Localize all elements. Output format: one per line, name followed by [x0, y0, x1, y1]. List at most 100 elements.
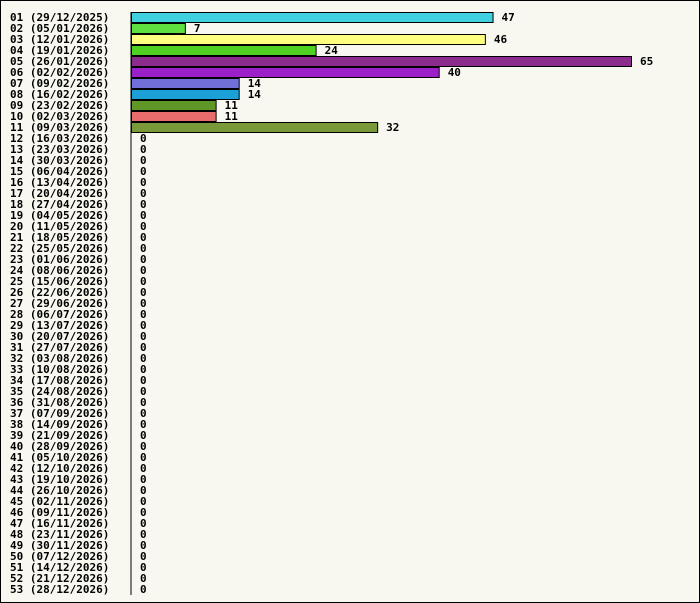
category-label: 18 (27/04/2026): [10, 198, 109, 211]
category-label: 14 (30/03/2026): [10, 154, 109, 167]
value-label: 0: [140, 473, 147, 486]
category-label: 01 (29/12/2025): [10, 11, 109, 24]
category-label: 25 (15/06/2026): [10, 275, 109, 288]
value-label: 0: [140, 242, 147, 255]
category-label: 02 (05/01/2026): [10, 22, 109, 35]
bar: [131, 12, 494, 23]
category-label: 47 (16/11/2026): [10, 517, 109, 530]
category-label: 51 (14/12/2026): [10, 561, 109, 574]
value-label: 0: [140, 363, 147, 376]
category-label: 15 (06/04/2026): [10, 165, 109, 178]
category-label: 32 (03/08/2026): [10, 352, 109, 365]
category-label: 30 (20/07/2026): [10, 330, 109, 343]
category-label: 07 (09/02/2026): [10, 77, 109, 90]
value-label: 0: [140, 198, 147, 211]
value-label: 0: [140, 495, 147, 508]
category-label: 35 (24/08/2026): [10, 385, 109, 398]
value-label: 0: [140, 484, 147, 497]
value-label: 0: [140, 330, 147, 343]
value-label: 0: [140, 396, 147, 409]
value-label: 0: [140, 440, 147, 453]
value-label: 32: [386, 121, 399, 134]
category-label: 21 (18/05/2026): [10, 231, 109, 244]
bar: [131, 34, 486, 45]
category-label: 53 (28/12/2026): [10, 583, 109, 596]
category-label: 38 (14/09/2026): [10, 418, 109, 431]
bar: [131, 78, 240, 89]
value-label: 47: [502, 11, 515, 24]
category-label: 43 (19/10/2026): [10, 473, 109, 486]
category-label: 17 (20/04/2026): [10, 187, 109, 200]
category-label: 37 (07/09/2026): [10, 407, 109, 420]
category-label: 41 (05/10/2026): [10, 451, 109, 464]
category-label: 24 (08/06/2026): [10, 264, 109, 277]
value-label: 0: [140, 561, 147, 574]
category-label: 36 (31/08/2026): [10, 396, 109, 409]
value-label: 65: [640, 55, 653, 68]
value-label: 0: [140, 143, 147, 156]
category-label: 29 (13/07/2026): [10, 319, 109, 332]
bar: [131, 111, 217, 122]
category-label: 09 (23/02/2026): [10, 99, 109, 112]
category-label: 13 (23/03/2026): [10, 143, 109, 156]
value-label: 0: [140, 264, 147, 277]
category-label: 40 (28/09/2026): [10, 440, 109, 453]
value-label: 40: [448, 66, 461, 79]
value-label: 0: [140, 220, 147, 233]
value-label: 0: [140, 297, 147, 310]
value-label: 24: [325, 44, 339, 57]
bar: [131, 89, 240, 100]
value-label: 0: [140, 352, 147, 365]
category-label: 23 (01/06/2026): [10, 253, 109, 266]
category-label: 44 (26/10/2026): [10, 484, 109, 497]
value-label: 0: [140, 253, 147, 266]
value-label: 0: [140, 286, 147, 299]
value-label: 0: [140, 176, 147, 189]
bar: [131, 122, 379, 133]
category-label: 33 (10/08/2026): [10, 363, 109, 376]
value-label: 14: [248, 88, 262, 101]
bar: [131, 45, 317, 56]
value-label: 14: [248, 77, 262, 90]
value-label: 0: [140, 154, 147, 167]
category-label: 48 (23/11/2026): [10, 528, 109, 541]
category-label: 28 (06/07/2026): [10, 308, 109, 321]
category-label: 50 (07/12/2026): [10, 550, 109, 563]
value-label: 0: [140, 275, 147, 288]
category-label: 49 (30/11/2026): [10, 539, 109, 552]
category-label: 52 (21/12/2026): [10, 572, 109, 585]
value-label: 0: [140, 462, 147, 475]
category-label: 03 (12/01/2026): [10, 33, 109, 46]
value-label: 0: [140, 231, 147, 244]
category-label: 34 (17/08/2026): [10, 374, 109, 387]
category-label: 12 (16/03/2026): [10, 132, 109, 145]
value-label: 0: [140, 550, 147, 563]
value-label: 0: [140, 385, 147, 398]
value-label: 0: [140, 572, 147, 585]
value-label: 11: [225, 110, 239, 123]
category-label: 08 (16/02/2026): [10, 88, 109, 101]
value-label: 0: [140, 583, 147, 596]
value-label: 7: [194, 22, 201, 35]
category-label: 26 (22/06/2026): [10, 286, 109, 299]
category-label: 05 (26/01/2026): [10, 55, 109, 68]
value-label: 0: [140, 407, 147, 420]
bar: [131, 56, 632, 67]
value-label: 46: [494, 33, 508, 46]
category-label: 22 (25/05/2026): [10, 242, 109, 255]
value-label: 0: [140, 374, 147, 387]
value-label: 0: [140, 341, 147, 354]
bar: [131, 100, 217, 111]
value-label: 0: [140, 209, 147, 222]
category-label: 27 (29/06/2026): [10, 297, 109, 310]
value-label: 0: [140, 429, 147, 442]
category-label: 45 (02/11/2026): [10, 495, 109, 508]
value-label: 0: [140, 506, 147, 519]
category-label: 39 (21/09/2026): [10, 429, 109, 442]
bar: [131, 67, 440, 78]
value-label: 0: [140, 517, 147, 530]
value-label: 11: [225, 99, 239, 112]
value-label: 0: [140, 132, 147, 145]
category-label: 16 (13/04/2026): [10, 176, 109, 189]
